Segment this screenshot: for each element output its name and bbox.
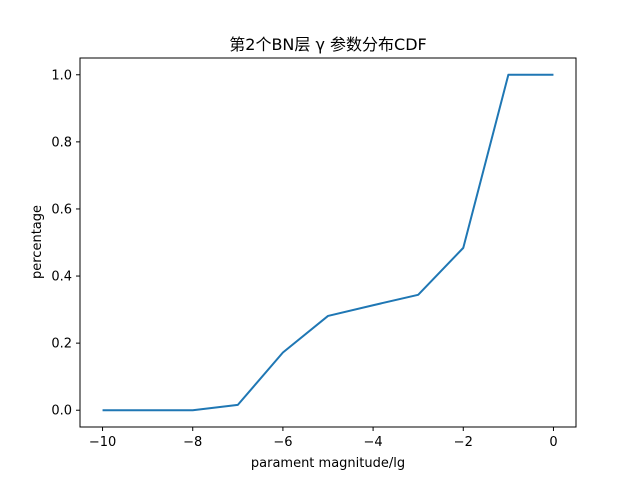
y-tick-label: 0.4 — [51, 270, 72, 285]
y-tick-label: 0.6 — [51, 202, 72, 217]
y-tick-label: 1.0 — [51, 68, 72, 83]
y-tick-label: 0.8 — [51, 135, 72, 150]
x-tick-label: −6 — [273, 435, 292, 450]
x-tick-label: −8 — [183, 435, 202, 450]
y-axis-label: percentage — [30, 205, 45, 279]
y-axis: 0.0 0.2 0.4 0.6 0.8 1.0 — [51, 68, 80, 419]
plot-area — [102, 73, 554, 412]
y-tick-label: 0.2 — [51, 337, 72, 352]
chart-title: 第2个BN层 γ 参数分布CDF — [229, 35, 426, 54]
x-tick-label: 0 — [549, 435, 557, 450]
x-tick-label: −2 — [454, 435, 473, 450]
x-axis-label: parament magnitude/lg — [251, 456, 405, 471]
x-axis: −10 −8 −6 −4 −2 0 — [89, 427, 558, 450]
y-tick-label: 0.0 — [51, 404, 72, 419]
x-tick-label: −4 — [364, 435, 383, 450]
series-line — [102, 73, 554, 412]
plot-frame — [79, 57, 577, 428]
x-tick-label: −10 — [89, 435, 116, 450]
